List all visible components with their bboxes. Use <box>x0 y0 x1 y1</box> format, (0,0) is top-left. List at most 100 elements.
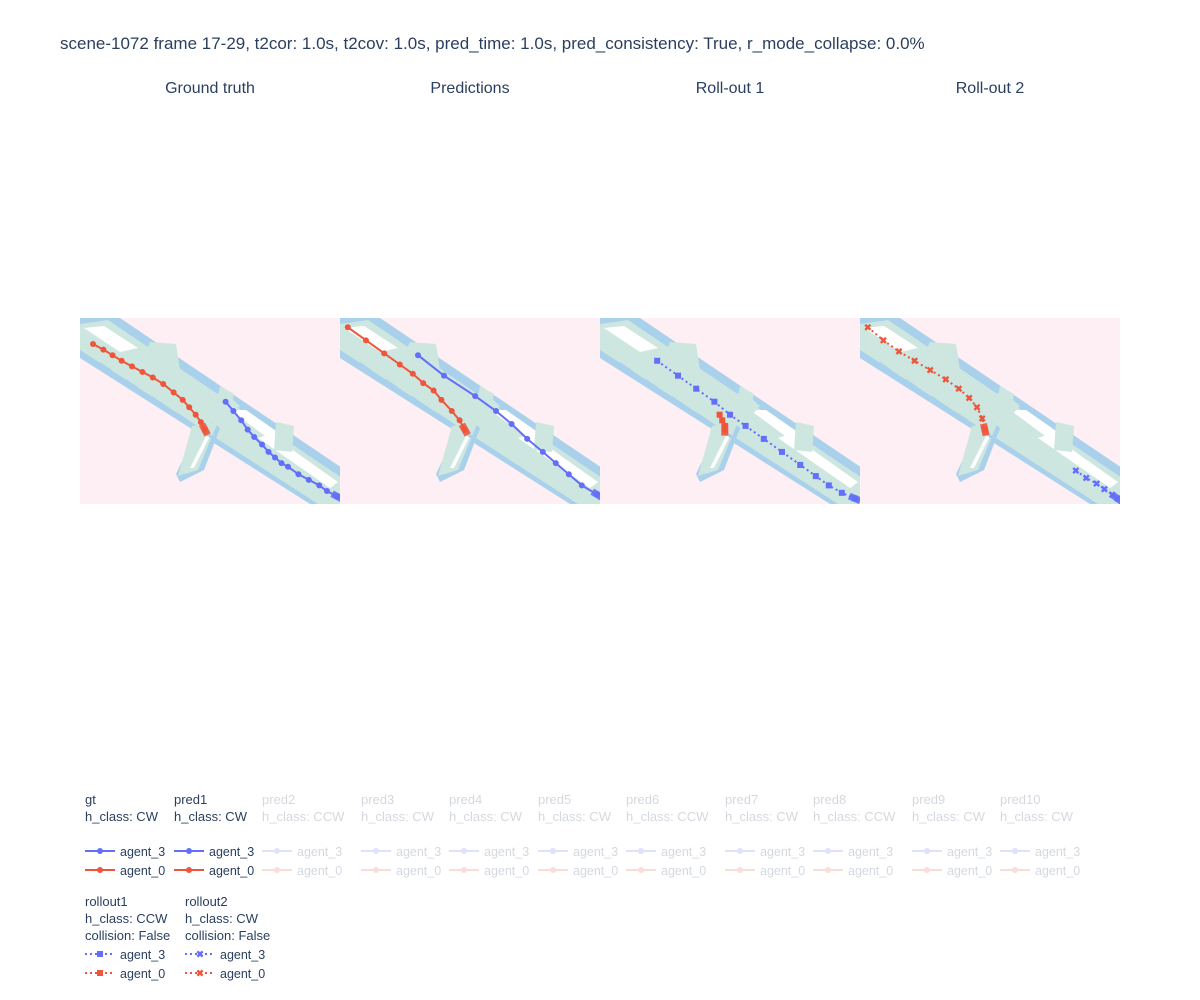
legend-group-title: pred2 <box>262 792 296 807</box>
legend-item-label: agent_3 <box>661 845 707 859</box>
legend-group-pred5[interactable]: pred5 h_class: CW agent_3 agent_0 <box>538 791 618 878</box>
legend-item-label: agent_0 <box>573 864 619 878</box>
agent_0-point <box>864 323 872 331</box>
agent_3-point <box>524 435 531 442</box>
agent_3-point <box>508 421 515 428</box>
legend-symbol-agent_3 <box>361 848 391 854</box>
legend-group-rollout1[interactable]: rollout1 h_class: CCW collision: False agen… <box>85 893 170 981</box>
legend-group-pred4[interactable]: pred4 h_class: CW agent_3 agent_0 <box>449 791 529 878</box>
agent_0-trajectory-line <box>867 326 986 430</box>
legend-item-label: agent_0 <box>661 864 707 878</box>
legend-group-hclass: h_class: CCW <box>813 809 896 824</box>
walkway-dash <box>618 362 632 373</box>
walkway-dash <box>878 362 892 373</box>
map-plot-rollout-1[interactable] <box>600 318 860 504</box>
legend-group-pred8[interactable]: pred8 h_class: CCW agent_3 agent_0 <box>813 791 896 878</box>
figure-title: scene-1072 frame 17-29, t2cor: 1.0s, t2c… <box>60 34 925 53</box>
agent_3-vehicle <box>847 492 860 504</box>
legend-group-title: pred3 <box>361 792 395 807</box>
walkway-dash <box>774 464 788 475</box>
agent_0-point <box>965 394 973 402</box>
walkway-dash <box>1086 497 1100 504</box>
agent_3-point <box>565 471 572 478</box>
legend-group-pred1[interactable]: pred1 h_class: CW agent_3 agent_0 <box>174 791 254 878</box>
legend-group-pred6[interactable]: pred6 h_class: CCW agent_3 agent_0 <box>626 791 708 878</box>
subplot-predictions[interactable] <box>340 318 600 504</box>
legend-item-label: agent_3 <box>484 845 530 859</box>
agent_3-vehicle <box>330 490 340 503</box>
agent_3-point <box>760 435 767 442</box>
agent_3-point <box>222 398 229 405</box>
legend-marker <box>373 848 379 854</box>
legend-item-label: agent_3 <box>120 845 166 859</box>
legend-symbol-agent_3 <box>538 848 568 854</box>
agent_0-point <box>109 352 116 359</box>
legend-group-pred2[interactable]: pred2 h_class: CCW agent_3 agent_0 <box>262 791 344 878</box>
legend-group-pred9[interactable]: pred9 h_class: CW agent_3 agent_0 <box>912 791 992 878</box>
subplot-title-predictions: Predictions <box>430 80 510 97</box>
legend-marker <box>638 848 644 854</box>
legend-symbol-agent_3 <box>85 951 115 957</box>
legend-symbol-agent_0 <box>1000 867 1030 873</box>
legend-symbol-agent_3 <box>725 848 755 854</box>
walkway-dash <box>254 464 268 475</box>
agent_3-point <box>295 471 302 478</box>
plaza <box>198 390 240 428</box>
agent_0-point <box>911 357 919 365</box>
agent_0-point <box>179 396 186 403</box>
legend-group-rollout2[interactable]: rollout2 h_class: CW collision: False agent… <box>185 893 270 981</box>
walkway-dash <box>306 497 320 504</box>
legend-item-label: agent_3 <box>947 845 993 859</box>
legend-item-label: agent_3 <box>1035 845 1081 859</box>
agent_3-point <box>1093 480 1101 487</box>
agent_3-point <box>742 422 749 429</box>
legend-item-label: agent_0 <box>396 864 442 878</box>
agent_3-point <box>238 417 245 424</box>
divider-line <box>864 326 918 352</box>
agent_3-point <box>779 448 785 455</box>
legend-group-title: pred7 <box>725 792 759 807</box>
legend-symbol-agent_0 <box>626 867 656 873</box>
walkway-dash <box>956 413 970 424</box>
divider-line <box>190 436 210 468</box>
map-plot-rollout-2[interactable] <box>860 318 1120 504</box>
agent_0-point <box>420 380 427 387</box>
legend-marker <box>1012 867 1018 873</box>
agent_3-point <box>727 411 733 418</box>
legend-group-pred7[interactable]: pred7 h_class: CW agent_3 agent_0 <box>725 791 805 878</box>
agent_3-point <box>1100 485 1108 493</box>
subplot-ground-truth[interactable] <box>80 318 340 504</box>
agent_0-point <box>430 387 437 394</box>
subplot-rollout-1[interactable] <box>600 318 860 504</box>
agent_0-point <box>895 348 903 355</box>
walkway-dash <box>488 446 502 458</box>
legend-symbol-agent_0 <box>725 867 755 873</box>
walkway-dash <box>436 413 450 424</box>
agent_3-point <box>278 460 285 467</box>
legend-symbol-agent_0 <box>538 867 568 873</box>
legend-group-hclass: h_class: CW <box>912 809 985 824</box>
legend-group-pred10[interactable]: pred10 h_class: CW agent_3 agent_0 <box>1000 791 1080 878</box>
subplot-rollout-2[interactable] <box>860 318 1120 504</box>
panel-1-agent_0 <box>344 324 471 437</box>
legend-group-gt[interactable]: gt h_class: CW agent_3 agent_0 <box>85 791 165 878</box>
legend-group-title: pred5 <box>538 792 572 807</box>
legend-symbol-agent_0 <box>262 867 292 873</box>
legend-group-title: pred8 <box>813 792 847 807</box>
agent_3-point <box>316 482 323 489</box>
agent_3-point <box>1082 474 1090 482</box>
map-plot-predictions[interactable] <box>340 318 600 504</box>
legend-symbol-agent_0 <box>174 867 204 873</box>
agent_0-point <box>170 389 177 396</box>
legend-group-hclass: h_class: CCW <box>85 911 168 926</box>
agent_0-point <box>926 366 934 374</box>
agent_0-point <box>129 363 135 370</box>
agent_0-vehicle <box>198 422 211 437</box>
intersection <box>662 342 700 376</box>
map-plot-ground-truth[interactable] <box>80 318 340 504</box>
legend-group-pred3[interactable]: pred3 h_class: CW agent_3 agent_0 <box>361 791 441 878</box>
legend-marker <box>97 951 103 957</box>
legend-marker <box>97 867 103 873</box>
legend-group-hclass: h_class: CW <box>538 809 611 824</box>
